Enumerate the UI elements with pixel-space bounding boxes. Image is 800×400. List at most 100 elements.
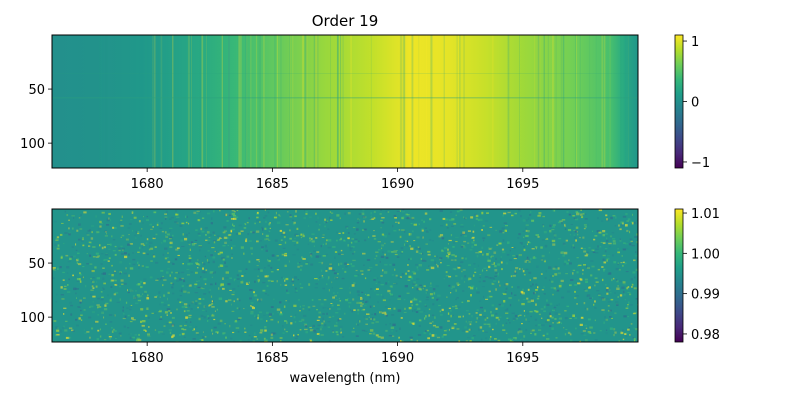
top-y-tick-label: 50 xyxy=(28,83,45,98)
top-spectral-line xyxy=(543,35,545,168)
top-spectral-line xyxy=(595,35,597,168)
top-colorbar: −1 0 1 xyxy=(674,34,710,171)
top-spectral-line xyxy=(263,35,265,168)
top-spectral-line xyxy=(199,35,202,168)
top-spectral-line xyxy=(304,35,307,168)
top-y-tick-label: 100 xyxy=(20,137,45,152)
top-spectral-line xyxy=(302,35,305,168)
top-spectral-line xyxy=(418,35,420,168)
top-heatmap-profile xyxy=(52,35,638,168)
top-spectral-line xyxy=(313,35,316,168)
top-spectral-line xyxy=(187,35,190,168)
top-spectral-line xyxy=(575,35,576,168)
top-spectral-line xyxy=(201,35,204,168)
top-spectral-line xyxy=(280,35,282,168)
top-spectral-line xyxy=(609,35,611,168)
top-spectral-line xyxy=(456,35,459,168)
bottom-heatmap-base xyxy=(52,209,638,342)
top-spectral-line xyxy=(620,35,622,168)
top-spectral-line xyxy=(399,35,402,168)
bottom-x-tick-label: 1695 xyxy=(506,351,539,366)
top-spectral-line xyxy=(547,35,549,168)
top-spectral-line xyxy=(206,35,207,168)
top-spectral-line xyxy=(238,35,241,168)
top-spectral-line xyxy=(538,35,540,168)
top-spectral-line xyxy=(191,35,192,168)
bottom-y-tick-label: 100 xyxy=(20,311,45,326)
top-x-tick-label: 1690 xyxy=(381,177,414,192)
top-spectral-line xyxy=(301,35,304,168)
top-spectral-line xyxy=(624,35,627,168)
top-spectral-line xyxy=(237,35,240,168)
top-spectral-line xyxy=(539,35,541,168)
top-spectral-line xyxy=(560,35,563,168)
top-heatmap-panel: 1680 1685 1690 1695 50 100 xyxy=(20,34,639,192)
bottom-heatmap-frame xyxy=(51,208,639,343)
top-spectral-line xyxy=(289,35,290,168)
top-spectral-line xyxy=(152,35,154,168)
bottom-colorbar-tick-label: 0.98 xyxy=(691,328,720,343)
top-spectral-line xyxy=(537,35,539,168)
top-spectral-line xyxy=(458,35,460,168)
top-spectral-line xyxy=(342,35,344,168)
bottom-y-tick-label: 50 xyxy=(28,257,45,272)
top-spectral-line xyxy=(538,35,541,168)
top-spectral-line xyxy=(145,35,147,168)
top-chart-title: Order 19 xyxy=(312,12,378,30)
top-spectral-line xyxy=(292,35,294,168)
top-spectral-line xyxy=(459,35,461,168)
top-spectral-line xyxy=(563,35,565,168)
top-spectral-line xyxy=(589,35,591,168)
bottom-heatmap-panel: 1680 1685 1690 1695 50 100 xyxy=(20,208,639,366)
top-spectral-line xyxy=(555,35,557,168)
top-spectral-line xyxy=(340,35,342,168)
top-spectral-line xyxy=(330,35,331,168)
bottom-colorbar-ramp xyxy=(674,208,684,343)
top-spectral-line xyxy=(102,35,104,168)
top-spectral-line xyxy=(400,35,403,168)
top-spectral-line xyxy=(576,35,577,168)
top-spectral-line xyxy=(579,35,581,168)
top-spectral-line xyxy=(463,35,465,168)
top-spectral-line xyxy=(603,35,606,168)
top-spectral-line xyxy=(400,35,402,168)
top-spectral-line xyxy=(274,35,276,168)
top-spectral-line xyxy=(628,35,629,168)
bottom-x-tick-label: 1680 xyxy=(131,351,164,366)
top-spectral-line xyxy=(172,35,174,168)
top-spectral-line xyxy=(430,35,433,168)
top-spectral-line xyxy=(426,35,428,168)
top-spectral-line xyxy=(337,35,339,168)
bottom-x-tick-label: 1690 xyxy=(381,351,414,366)
top-spectral-line xyxy=(314,35,317,168)
top-spectral-line xyxy=(350,35,352,168)
top-colorbar-tick-label: 0 xyxy=(691,96,699,111)
top-spectral-line xyxy=(290,35,291,168)
top-spectral-line xyxy=(519,35,520,168)
top-spectral-line xyxy=(139,35,142,168)
top-spectral-line xyxy=(317,35,319,168)
top-spectral-line xyxy=(188,35,190,168)
top-spectral-line xyxy=(507,35,510,168)
top-spectral-line xyxy=(491,35,494,168)
top-spectral-line xyxy=(250,35,252,168)
top-spectral-line xyxy=(256,35,257,168)
top-colorbar-tick-label: 1 xyxy=(691,35,699,50)
top-spectral-line xyxy=(315,35,317,168)
top-spectral-line xyxy=(105,35,108,168)
top-heatmap-frame xyxy=(51,34,639,169)
top-spectral-line xyxy=(240,35,243,168)
top-spectral-line xyxy=(370,35,372,168)
bottom-colorbar: 0.98 0.99 1.00 1.01 xyxy=(674,207,720,343)
top-spectral-line xyxy=(411,35,414,168)
top-spectral-line xyxy=(245,35,247,168)
bottom-colorbar-tick-label: 1.01 xyxy=(691,207,720,222)
top-spectral-line xyxy=(258,35,259,168)
top-spectral-line xyxy=(100,35,103,168)
top-spectral-line xyxy=(537,35,538,168)
top-spectral-line xyxy=(221,35,223,168)
top-spectral-line xyxy=(99,35,101,168)
top-spectral-line xyxy=(306,35,308,168)
top-spectral-line xyxy=(160,35,163,168)
